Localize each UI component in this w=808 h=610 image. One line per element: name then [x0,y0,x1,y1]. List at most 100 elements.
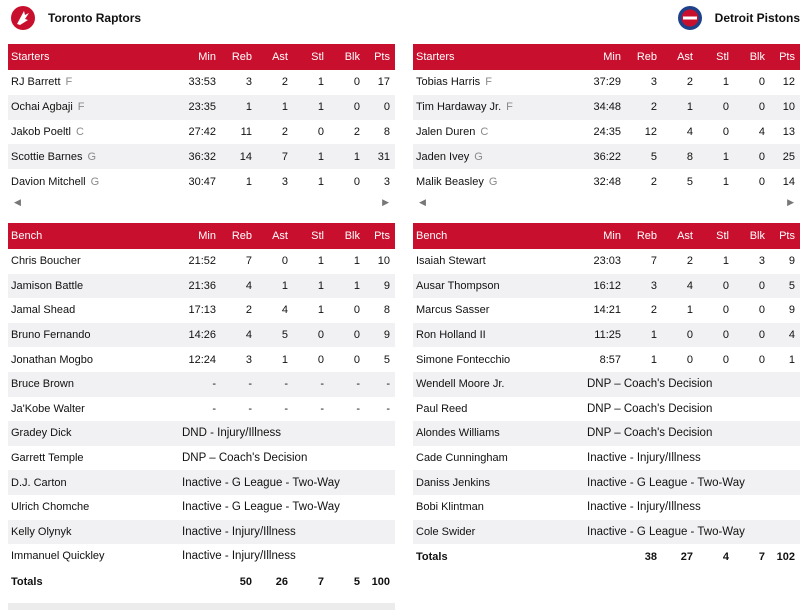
player-name[interactable]: Alondes Williams [416,427,500,440]
player-name[interactable]: Marcus Sasser [416,304,490,317]
player-name[interactable]: Kelly Olynyk [11,525,72,538]
player-name-cell[interactable]: Isaiah Stewart [413,255,581,267]
player-name-cell[interactable]: Daniss Jenkins [413,477,581,489]
stat-reb: 4 [245,329,252,342]
player-name[interactable]: Ja'Kobe Walter [11,402,85,415]
status-note: DNP – Coach's Decision [182,452,308,465]
player-name-cell[interactable]: Chris Boucher [8,255,176,267]
player-name[interactable]: Tim Hardaway Jr. [416,101,502,114]
team-header-pistons[interactable]: Detroit Pistons [677,6,800,30]
player-name-cell[interactable]: Cole Swider [413,526,581,538]
player-name-cell[interactable]: Ochai Agbaji F [8,101,176,113]
col-ast: Ast [272,230,288,242]
player-name[interactable]: Bruno Fernando [11,329,91,342]
player-name[interactable]: RJ Barrett [11,76,61,89]
player-name[interactable]: Ulrich Chomche [11,501,90,514]
player-name-cell[interactable]: RJ Barrett F [8,76,176,88]
player-name-cell[interactable]: Jalen Duren C [413,126,581,138]
stat-ast: - [284,402,288,415]
player-name[interactable]: Daniss Jenkins [416,476,490,489]
player-name[interactable]: Davion Mitchell [11,175,86,188]
player-name-cell[interactable]: Marcus Sasser [413,304,581,316]
player-name-cell[interactable]: Alondes Williams [413,427,581,439]
table-row: Bruno Fernando 14:26 4 5 0 0 9 [8,322,395,348]
stat-min: 21:52 [188,255,216,268]
player-name[interactable]: Garrett Temple [11,452,84,465]
player-name[interactable]: Ausar Thompson [416,279,500,292]
player-name[interactable]: Jamal Shead [11,304,76,317]
player-name[interactable]: Bruce Brown [11,378,74,391]
player-name[interactable]: Jaden Ivey [416,150,470,163]
player-name[interactable]: Chris Boucher [11,255,81,268]
player-name[interactable]: Scottie Barnes [11,150,83,163]
player-position: G [87,150,97,163]
team-header-raptors[interactable]: Toronto Raptors [10,6,141,30]
stat-reb: - [248,378,252,391]
player-name-cell[interactable]: Jaden Ivey G [413,151,581,163]
player-name-cell[interactable]: Kelly Olynyk [8,526,176,538]
player-name-cell[interactable]: Ulrich Chomche [8,501,176,513]
player-name[interactable]: Cade Cunningham [416,452,508,465]
scroll-left-arrow-icon[interactable]: ◀ [14,197,21,208]
player-name-cell[interactable]: Wendell Moore Jr. [413,378,581,390]
player-name[interactable]: Simone Fontecchio [416,353,511,366]
player-name-cell[interactable]: Paul Reed [413,403,581,415]
player-name-cell[interactable]: Jamal Shead [8,304,176,316]
horizontal-scrollbar[interactable]: ◀ ▶ [413,194,800,212]
player-name-cell[interactable]: Bruno Fernando [8,329,176,341]
player-name[interactable]: Jonathan Mogbo [11,353,93,366]
player-name-cell[interactable]: Bobi Klintman [413,501,581,513]
player-name[interactable]: Jakob Poeltl [11,125,71,138]
scroll-right-arrow-icon[interactable]: ▶ [382,197,389,208]
player-name-cell[interactable]: Tobias Harris F [413,76,581,88]
player-name[interactable]: Jalen Duren [416,125,476,138]
player-name[interactable]: Cole Swider [416,525,476,538]
player-name-cell[interactable]: Jamison Battle [8,280,176,292]
player-name-cell[interactable]: Cade Cunningham [413,452,581,464]
player-name-cell[interactable]: Ausar Thompson [413,280,581,292]
player-name-cell[interactable]: Ja'Kobe Walter [8,403,176,415]
player-name-cell[interactable]: Garrett Temple [8,452,176,464]
player-name[interactable]: Immanuel Quickley [11,550,105,563]
player-name-cell[interactable]: Bruce Brown [8,378,176,390]
player-name-cell[interactable]: Malik Beasley G [413,176,581,188]
stat-blk: 2 [353,125,360,138]
table-row: Simone Fontecchio 8:57 1 0 0 0 1 [413,347,800,372]
stat-blk: 0 [758,353,765,366]
horizontal-scrollbar[interactable]: ◀ ▶ [8,194,395,212]
player-name-cell[interactable]: D.J. Carton [8,477,176,489]
player-name-cell[interactable]: Ron Holland II [413,329,581,341]
player-name-cell[interactable]: Jakob Poeltl C [8,126,176,138]
player-name[interactable]: Paul Reed [416,402,468,415]
table-row: Jamison Battle 21:36 4 1 1 1 9 [8,273,395,299]
player-name[interactable]: Ochai Agbaji [11,101,73,114]
stat-blk: 0 [758,329,765,342]
player-name[interactable]: Jamison Battle [11,279,84,292]
stat-min: 27:42 [188,125,216,138]
player-name-cell[interactable]: Jonathan Mogbo [8,354,176,366]
player-name-cell[interactable]: Davion Mitchell G [8,176,176,188]
scroll-right-arrow-icon[interactable]: ▶ [787,197,794,208]
player-name[interactable]: D.J. Carton [11,476,67,489]
scroll-left-arrow-icon[interactable]: ◀ [419,197,426,208]
player-name-cell[interactable]: Gradey Dick [8,427,176,439]
player-name[interactable]: Bobi Klintman [416,501,484,514]
player-name-cell[interactable]: Tim Hardaway Jr. F [413,101,581,113]
table-row: Jonathan Mogbo 12:24 3 1 0 0 5 [8,347,395,372]
horizontal-scrollbar[interactable] [8,603,395,610]
stat-pts: 1 [788,353,795,366]
player-name-cell[interactable]: Immanuel Quickley [8,550,176,562]
player-name[interactable]: Wendell Moore Jr. [416,378,505,391]
player-name-cell[interactable]: Simone Fontecchio [413,354,581,366]
player-name[interactable]: Gradey Dick [11,427,72,440]
table-row: Kelly Olynyk Inactive - Injury/Illness [8,519,395,545]
player-name-cell[interactable]: Scottie Barnes G [8,151,176,163]
stat-ast: 2 [686,255,693,268]
stat-stl: 1 [317,255,324,268]
player-name[interactable]: Ron Holland II [416,329,486,342]
col-reb: Reb [231,230,252,242]
player-name[interactable]: Malik Beasley [416,175,484,188]
player-name[interactable]: Isaiah Stewart [416,255,486,268]
player-name[interactable]: Tobias Harris [416,76,481,89]
stat-ast: 2 [686,76,693,89]
